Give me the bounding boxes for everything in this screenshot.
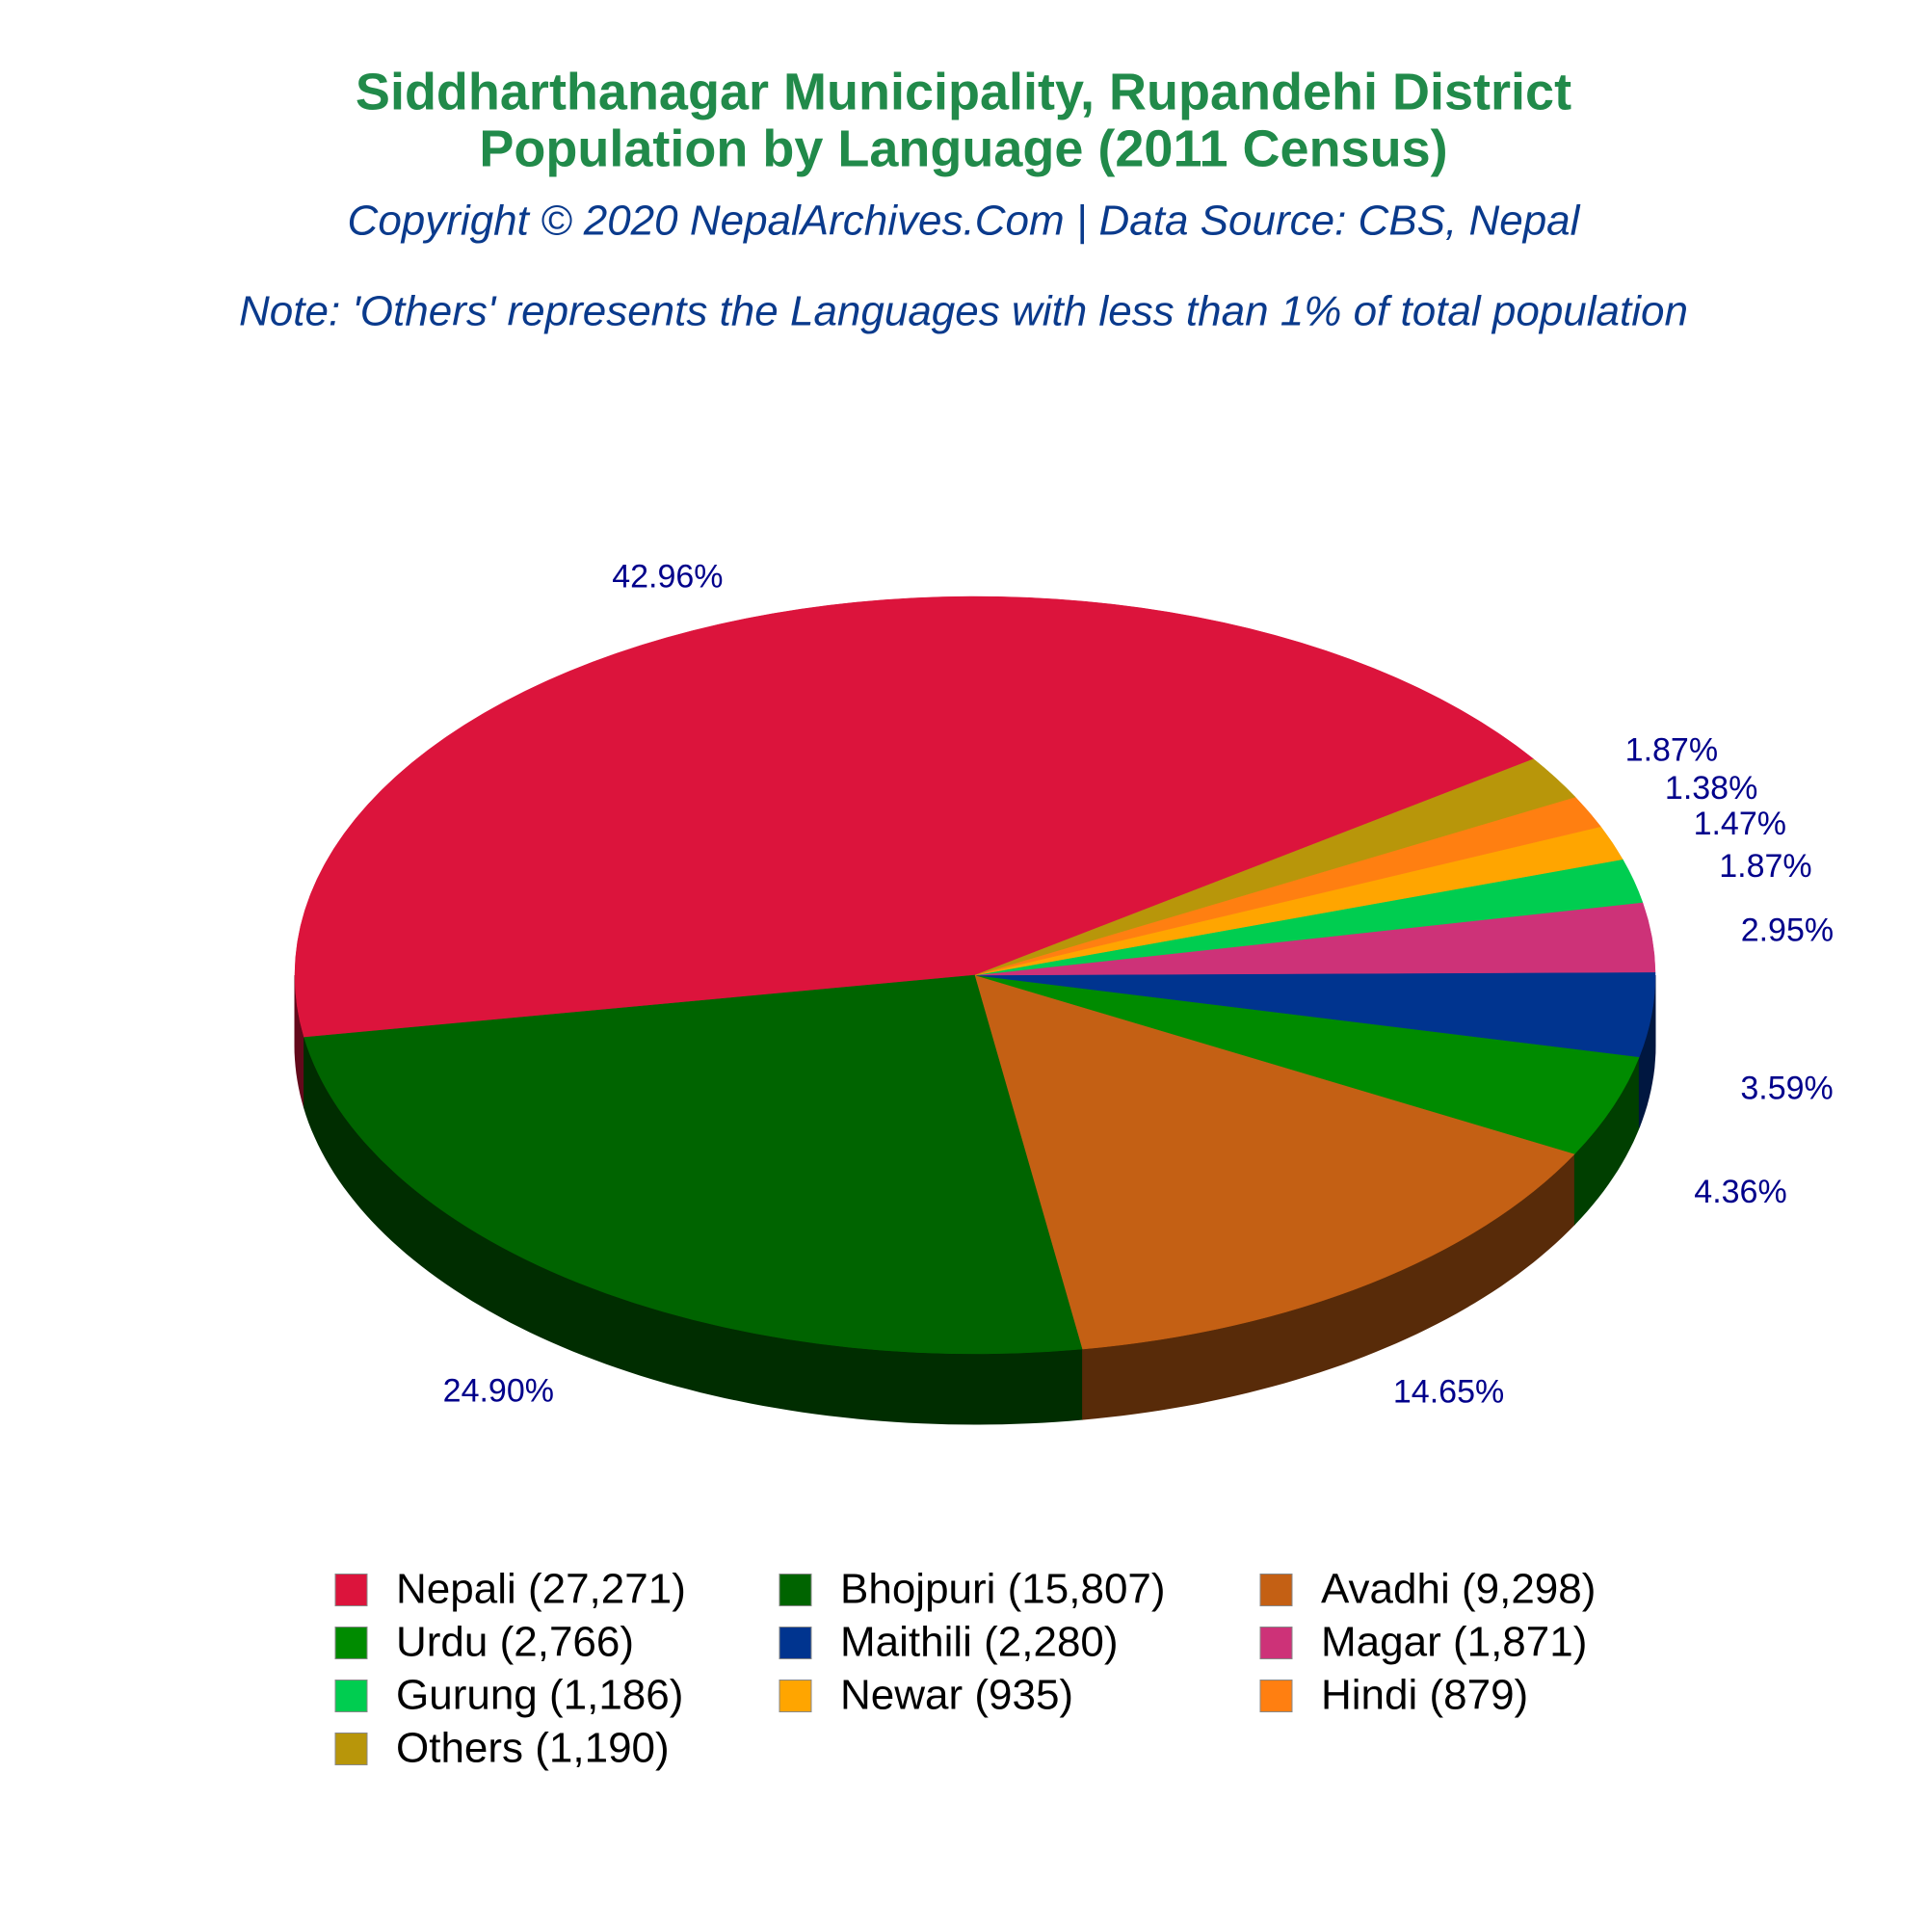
legend-label: Urdu (2,766) xyxy=(396,1619,634,1666)
slice xyxy=(974,974,1640,1154)
legend-swatch xyxy=(334,1574,368,1606)
data-label: 3.59% xyxy=(1740,1070,1833,1106)
legend-label: Bhojpuri (15,807) xyxy=(840,1566,1166,1613)
legend-label: Gurung (1,186) xyxy=(396,1672,683,1719)
note: Note: 'Others' represents the Languages … xyxy=(239,288,1688,335)
legend-swatch xyxy=(1259,1574,1293,1606)
legend-label: Magar (1,871) xyxy=(1321,1619,1587,1666)
data-label: 1.87% xyxy=(1719,848,1811,885)
legend-swatch xyxy=(779,1574,812,1606)
legend-label: Avadhi (9,298) xyxy=(1321,1566,1596,1613)
slice xyxy=(304,974,1083,1355)
legend-label: Maithili (2,280) xyxy=(840,1619,1119,1666)
data-label: 2.95% xyxy=(1741,912,1834,948)
data-label: 24.90% xyxy=(443,1373,554,1410)
legend-swatch xyxy=(1259,1627,1293,1659)
legend-label: Others (1,190) xyxy=(396,1725,670,1772)
slice xyxy=(974,758,1576,976)
chart-subtitle: Population by Language (2011 Census) xyxy=(479,119,1447,177)
data-label: 42.96% xyxy=(612,559,723,595)
slice xyxy=(974,974,1575,1350)
legend-swatch xyxy=(334,1627,368,1659)
legend-swatch xyxy=(779,1627,812,1659)
chart-title: Siddharthanagar Municipality, Rupandehi … xyxy=(356,63,1571,120)
legend-swatch xyxy=(1259,1680,1293,1712)
data-label: 14.65% xyxy=(1393,1374,1504,1411)
slice xyxy=(294,595,1535,1038)
legend-swatch xyxy=(779,1680,812,1712)
legend-swatch xyxy=(334,1733,368,1765)
legend-label: Newar (935) xyxy=(840,1672,1073,1719)
legend-swatch xyxy=(334,1680,368,1712)
data-label: 1.87% xyxy=(1625,731,1718,768)
data-label: 1.38% xyxy=(1665,770,1757,807)
data-label: 4.36% xyxy=(1694,1174,1786,1210)
legend-label: Nepali (27,271) xyxy=(396,1566,686,1613)
data-label: 1.47% xyxy=(1694,806,1786,842)
legend-label: Hindi (879) xyxy=(1321,1672,1528,1719)
source-note: Copyright © 2020 NepalArchives.Com | Dat… xyxy=(348,198,1581,245)
